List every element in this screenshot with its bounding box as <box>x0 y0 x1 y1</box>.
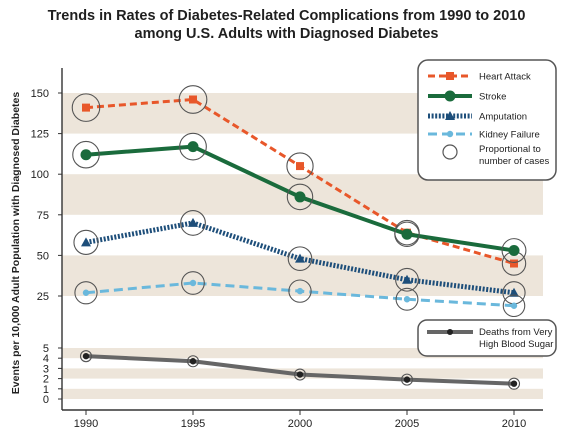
data-point-stroke-1995 <box>187 141 199 153</box>
legend-marker-kidney-failure <box>446 130 454 138</box>
data-point-stroke-2010 <box>508 245 520 257</box>
size-circle-deaths-from-very-high-blood-sugar-2005 <box>400 373 414 386</box>
y-tick-label-low-4: 4 <box>43 353 49 365</box>
legend-marker-stroke <box>444 90 456 102</box>
size-circle-stroke-1995 <box>179 132 207 161</box>
data-point-heart-attack-2010 <box>510 259 518 268</box>
data-point-deaths-from-very-high-blood-sugar-2010 <box>510 380 518 387</box>
x-tick-label-2010: 2010 <box>502 418 526 429</box>
data-point-deaths-from-very-high-blood-sugar-2005 <box>403 376 411 383</box>
data-point-kidney-failure-1990 <box>82 289 90 296</box>
data-point-deaths-from-very-high-blood-sugar-1995 <box>189 358 197 365</box>
size-circle-heart-attack-2000 <box>286 152 314 180</box>
legend-label-amputation: Amputation <box>479 112 527 123</box>
legend-marker-deaths <box>447 329 453 335</box>
size-circle-deaths-from-very-high-blood-sugar-1990 <box>79 350 93 363</box>
x-tick-label-2000: 2000 <box>288 418 312 429</box>
size-circle-heart-attack-1995 <box>178 85 208 114</box>
x-tick-label-1995: 1995 <box>181 418 205 429</box>
data-point-amputation-2000 <box>295 253 305 263</box>
size-circle-stroke-2005 <box>394 221 420 248</box>
data-point-kidney-failure-2005 <box>403 296 411 303</box>
legend-label-heart-attack: Heart Attack <box>479 72 531 83</box>
legend-label-stroke: Stroke <box>479 92 506 103</box>
data-point-stroke-1990 <box>80 149 92 161</box>
legend-label-deaths-line-2: High Blood Sugar <box>479 339 553 350</box>
y-tick-label-25: 25 <box>37 291 49 303</box>
data-point-amputation-2010 <box>509 287 519 297</box>
size-circle-heart-attack-1990 <box>71 93 101 122</box>
size-circle-amputation-1990 <box>73 229 99 256</box>
y-tick-label-75: 75 <box>37 210 49 222</box>
x-tick-label-2005: 2005 <box>395 418 419 429</box>
grid-band-5 <box>62 388 543 399</box>
data-point-kidney-failure-2000 <box>296 287 304 295</box>
y-tick-label-low-2: 2 <box>43 374 49 386</box>
size-circle-deaths-from-very-high-blood-sugar-2010 <box>507 377 521 390</box>
data-point-heart-attack-1990 <box>82 103 90 112</box>
chart-title-line-2: among U.S. Adults with Diagnosed Diabete… <box>134 26 439 42</box>
size-circle-kidney-failure-2005 <box>395 287 419 311</box>
data-point-amputation-1995 <box>188 217 198 227</box>
legend-top: Heart Attack Stroke Amputation Kidney Failu… <box>417 59 557 181</box>
size-circle-kidney-failure-2010 <box>502 294 526 318</box>
y-tick-label-low-0: 0 <box>43 394 49 406</box>
legend-proportional-line-1: Proportional to <box>479 144 541 155</box>
data-point-deaths-from-very-high-blood-sugar-2000 <box>296 371 304 378</box>
y-tick-label-50: 50 <box>37 250 49 262</box>
data-point-stroke-2005 <box>401 228 413 240</box>
legend-proportional-line-2: number of cases <box>479 156 549 167</box>
y-tick-label-150: 150 <box>31 88 49 100</box>
data-point-stroke-2000 <box>294 191 306 203</box>
legend-label-kidney-failure: Kidney Failure <box>479 130 540 141</box>
legend-proportional-circle <box>442 144 458 160</box>
chart-title-line-1: Trends in Rates of Diabetes-Related Comp… <box>47 8 526 24</box>
size-circle-stroke-2000 <box>286 183 314 211</box>
size-circle-amputation-2005 <box>395 267 419 292</box>
size-circle-amputation-1995 <box>180 210 206 236</box>
data-point-amputation-2005 <box>402 274 412 284</box>
size-circle-deaths-from-very-high-blood-sugar-2000 <box>293 368 307 381</box>
legend-bottom-box <box>417 319 557 357</box>
y-tick-label-low-3: 3 <box>43 363 49 375</box>
size-circle-amputation-2000 <box>287 246 313 271</box>
data-point-deaths-from-very-high-blood-sugar-1990 <box>82 352 90 360</box>
data-point-kidney-failure-2010 <box>510 302 518 309</box>
y-tick-label-125: 125 <box>31 129 49 141</box>
legend-marker-amputation <box>445 111 455 120</box>
size-circle-stroke-2010 <box>501 238 527 263</box>
y-tick-label-low-5: 5 <box>43 343 49 355</box>
size-circle-kidney-failure-1990 <box>74 281 98 305</box>
legend-marker-heart-attack <box>446 72 454 80</box>
y-axis-label: Events per 10,000 Adult Population with … <box>10 92 22 395</box>
data-point-amputation-1990 <box>81 237 91 247</box>
grid-band-3 <box>62 348 543 359</box>
size-circle-deaths-from-very-high-blood-sugar-1995 <box>186 355 200 368</box>
size-circle-kidney-failure-1995 <box>181 271 205 295</box>
legend-top-box <box>417 59 557 181</box>
x-tick-label-1990: 1990 <box>74 418 98 429</box>
chart-title: Trends in Rates of Diabetes-Related Comp… <box>0 7 573 43</box>
legend-label-deaths-line-1: Deaths from Very <box>479 327 553 338</box>
size-circle-stroke-1990 <box>72 140 100 169</box>
y-tick-label-100: 100 <box>31 169 49 181</box>
data-point-heart-attack-2000 <box>296 162 304 171</box>
y-tick-label-low-1: 1 <box>43 384 49 396</box>
data-point-heart-attack-1995 <box>189 95 197 104</box>
size-circle-kidney-failure-2000 <box>288 279 312 303</box>
data-point-kidney-failure-1995 <box>189 279 197 287</box>
